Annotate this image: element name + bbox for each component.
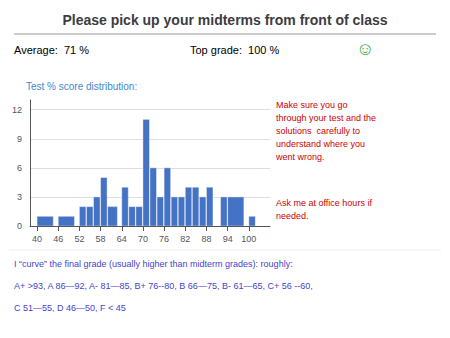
svg-text:solutions carefully to: solutions carefully to [276, 126, 360, 136]
svg-text:0: 0 [17, 221, 22, 231]
svg-text:I “curve” the final grade (usu: I “curve” the final grade (usually highe… [14, 259, 293, 269]
svg-text:82: 82 [180, 234, 190, 244]
svg-text:☺: ☺ [356, 39, 374, 59]
svg-text:6: 6 [17, 163, 22, 173]
svg-text:Ask me at office hours if: Ask me at office hours if [276, 198, 372, 208]
svg-text:understand where you: understand where you [276, 139, 365, 149]
svg-text:100: 100 [241, 234, 256, 244]
svg-text:Test % score distribution:: Test % score distribution: [26, 81, 137, 92]
svg-text:Make sure you go: Make sure you go [276, 100, 348, 110]
svg-text:C 51—55, D 46—50, F < 45: C 51—55, D 46—50, F < 45 [14, 303, 126, 313]
svg-text:46: 46 [53, 234, 63, 244]
svg-text:went wrong.: went wrong. [275, 152, 325, 162]
svg-text:Average: 71 %: Average: 71 % [14, 44, 89, 56]
svg-text:64: 64 [117, 234, 127, 244]
svg-text:40: 40 [32, 234, 42, 244]
svg-text:through your test and the: through your test and the [276, 113, 376, 123]
svg-text:3: 3 [17, 192, 22, 202]
svg-text:94: 94 [223, 234, 233, 244]
svg-text:12: 12 [12, 105, 22, 115]
svg-text:76: 76 [159, 234, 169, 244]
svg-text:needed.: needed. [276, 211, 309, 221]
svg-text:Please pick up your midterms f: Please pick up your midterms from front … [62, 12, 387, 28]
svg-text:70: 70 [138, 234, 148, 244]
svg-text:88: 88 [201, 234, 211, 244]
svg-text:58: 58 [96, 234, 106, 244]
svg-text:Top grade: 100 %: Top grade: 100 % [190, 44, 280, 56]
svg-text:A+ >93, A 86—92, A- 81—85, B+: A+ >93, A 86—92, A- 81—85, B+ 76--80, B … [14, 281, 313, 291]
svg-text:52: 52 [74, 234, 84, 244]
svg-text:9: 9 [17, 134, 22, 144]
